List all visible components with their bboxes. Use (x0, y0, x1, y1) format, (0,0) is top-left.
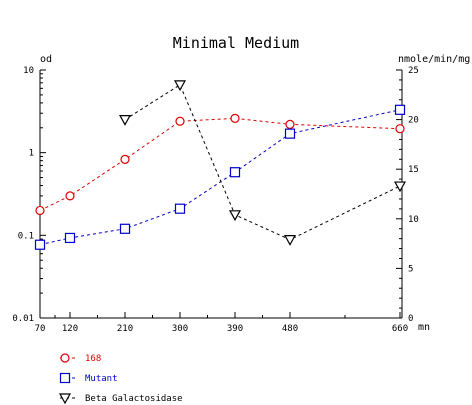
legend: 168 Mutant Beta Galactosidase (58, 353, 183, 405)
legend-marker (60, 353, 70, 363)
y-right-tick-label: 20 (408, 116, 419, 126)
data-point (228, 210, 242, 222)
legend-label: Mutant (85, 374, 118, 384)
data-point (229, 167, 241, 178)
x-tick-label: 480 (282, 324, 298, 334)
x-axis-label: mn (418, 322, 430, 333)
y-left-tick-label: 10 (23, 66, 34, 76)
data-point (175, 116, 185, 126)
series-line (124, 84, 401, 241)
legend-marker (59, 372, 71, 384)
y-axis-left-label: od (40, 54, 52, 65)
y-left-tick-label: 0.1 (18, 231, 34, 241)
legend-label: 168 (85, 354, 101, 364)
axes: 10 1 0.1 0.01 25 20 15 10 5 0 70 120 210 300 390 480 660 (12, 66, 419, 334)
data-point (65, 191, 75, 201)
data-point (64, 232, 76, 244)
legend-item: Mutant (59, 372, 118, 384)
y-right-tick-label: 0 (408, 314, 413, 324)
data-point (285, 119, 295, 129)
x-tick-label: 120 (62, 324, 78, 334)
data-point (119, 223, 131, 234)
data-point (34, 239, 46, 250)
x-tick-label: 660 (392, 324, 408, 334)
legend-item: 168 (60, 353, 101, 364)
legend-label: Beta Galactosidase (85, 394, 183, 404)
x-tick-label: 390 (227, 324, 243, 334)
series-line (39, 109, 401, 246)
y-left-tick-label: 0.01 (12, 314, 34, 324)
data-point (35, 205, 45, 216)
data-point (394, 104, 406, 115)
y-right-tick-label: 15 (408, 165, 419, 175)
data-point (120, 154, 130, 164)
series-168 (35, 113, 405, 216)
data-point (393, 181, 407, 193)
data-point (284, 128, 296, 139)
data-point (174, 203, 186, 214)
series-mutant (34, 104, 406, 250)
data-point (283, 235, 297, 246)
series-beta-galactosidase (118, 80, 407, 246)
x-tick-label: 300 (172, 324, 188, 334)
chart-title: Minimal Medium (173, 34, 299, 52)
legend-item: Beta Galactosidase (58, 393, 183, 405)
y-right-tick-label: 10 (408, 215, 419, 225)
y-axis-right-label: nmole/min/mg (398, 54, 470, 65)
y-right-tick-label: 5 (408, 264, 413, 274)
series-line (39, 117, 401, 211)
legend-marker (58, 393, 72, 405)
y-right-tick-label: 25 (408, 66, 419, 76)
x-tick-label: 70 (35, 324, 46, 334)
data-point (173, 80, 187, 92)
data-point (230, 113, 240, 123)
x-tick-label: 210 (117, 324, 133, 334)
data-point (395, 124, 405, 134)
data-point (118, 114, 132, 126)
y-left-tick-label: 1 (29, 149, 34, 159)
series-layer (34, 80, 407, 250)
